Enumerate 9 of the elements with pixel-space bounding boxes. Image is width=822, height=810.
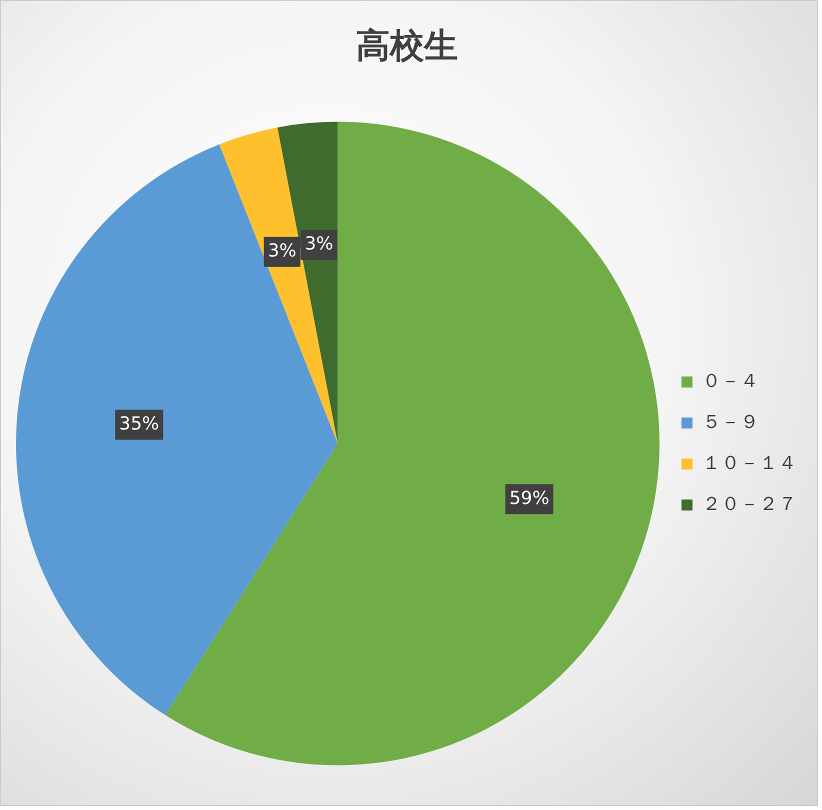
legend-label: １０－１４	[702, 452, 797, 474]
legend-label: ０－４	[702, 370, 759, 392]
legend-label: ２０－２７	[702, 492, 797, 515]
chart-title: 高校生	[355, 25, 459, 68]
data-label: 59%	[509, 488, 550, 509]
data-label: 3%	[304, 234, 334, 255]
data-label: 35%	[119, 413, 160, 434]
data-label: 3%	[268, 240, 296, 262]
legend-label: ５－９	[702, 410, 759, 433]
